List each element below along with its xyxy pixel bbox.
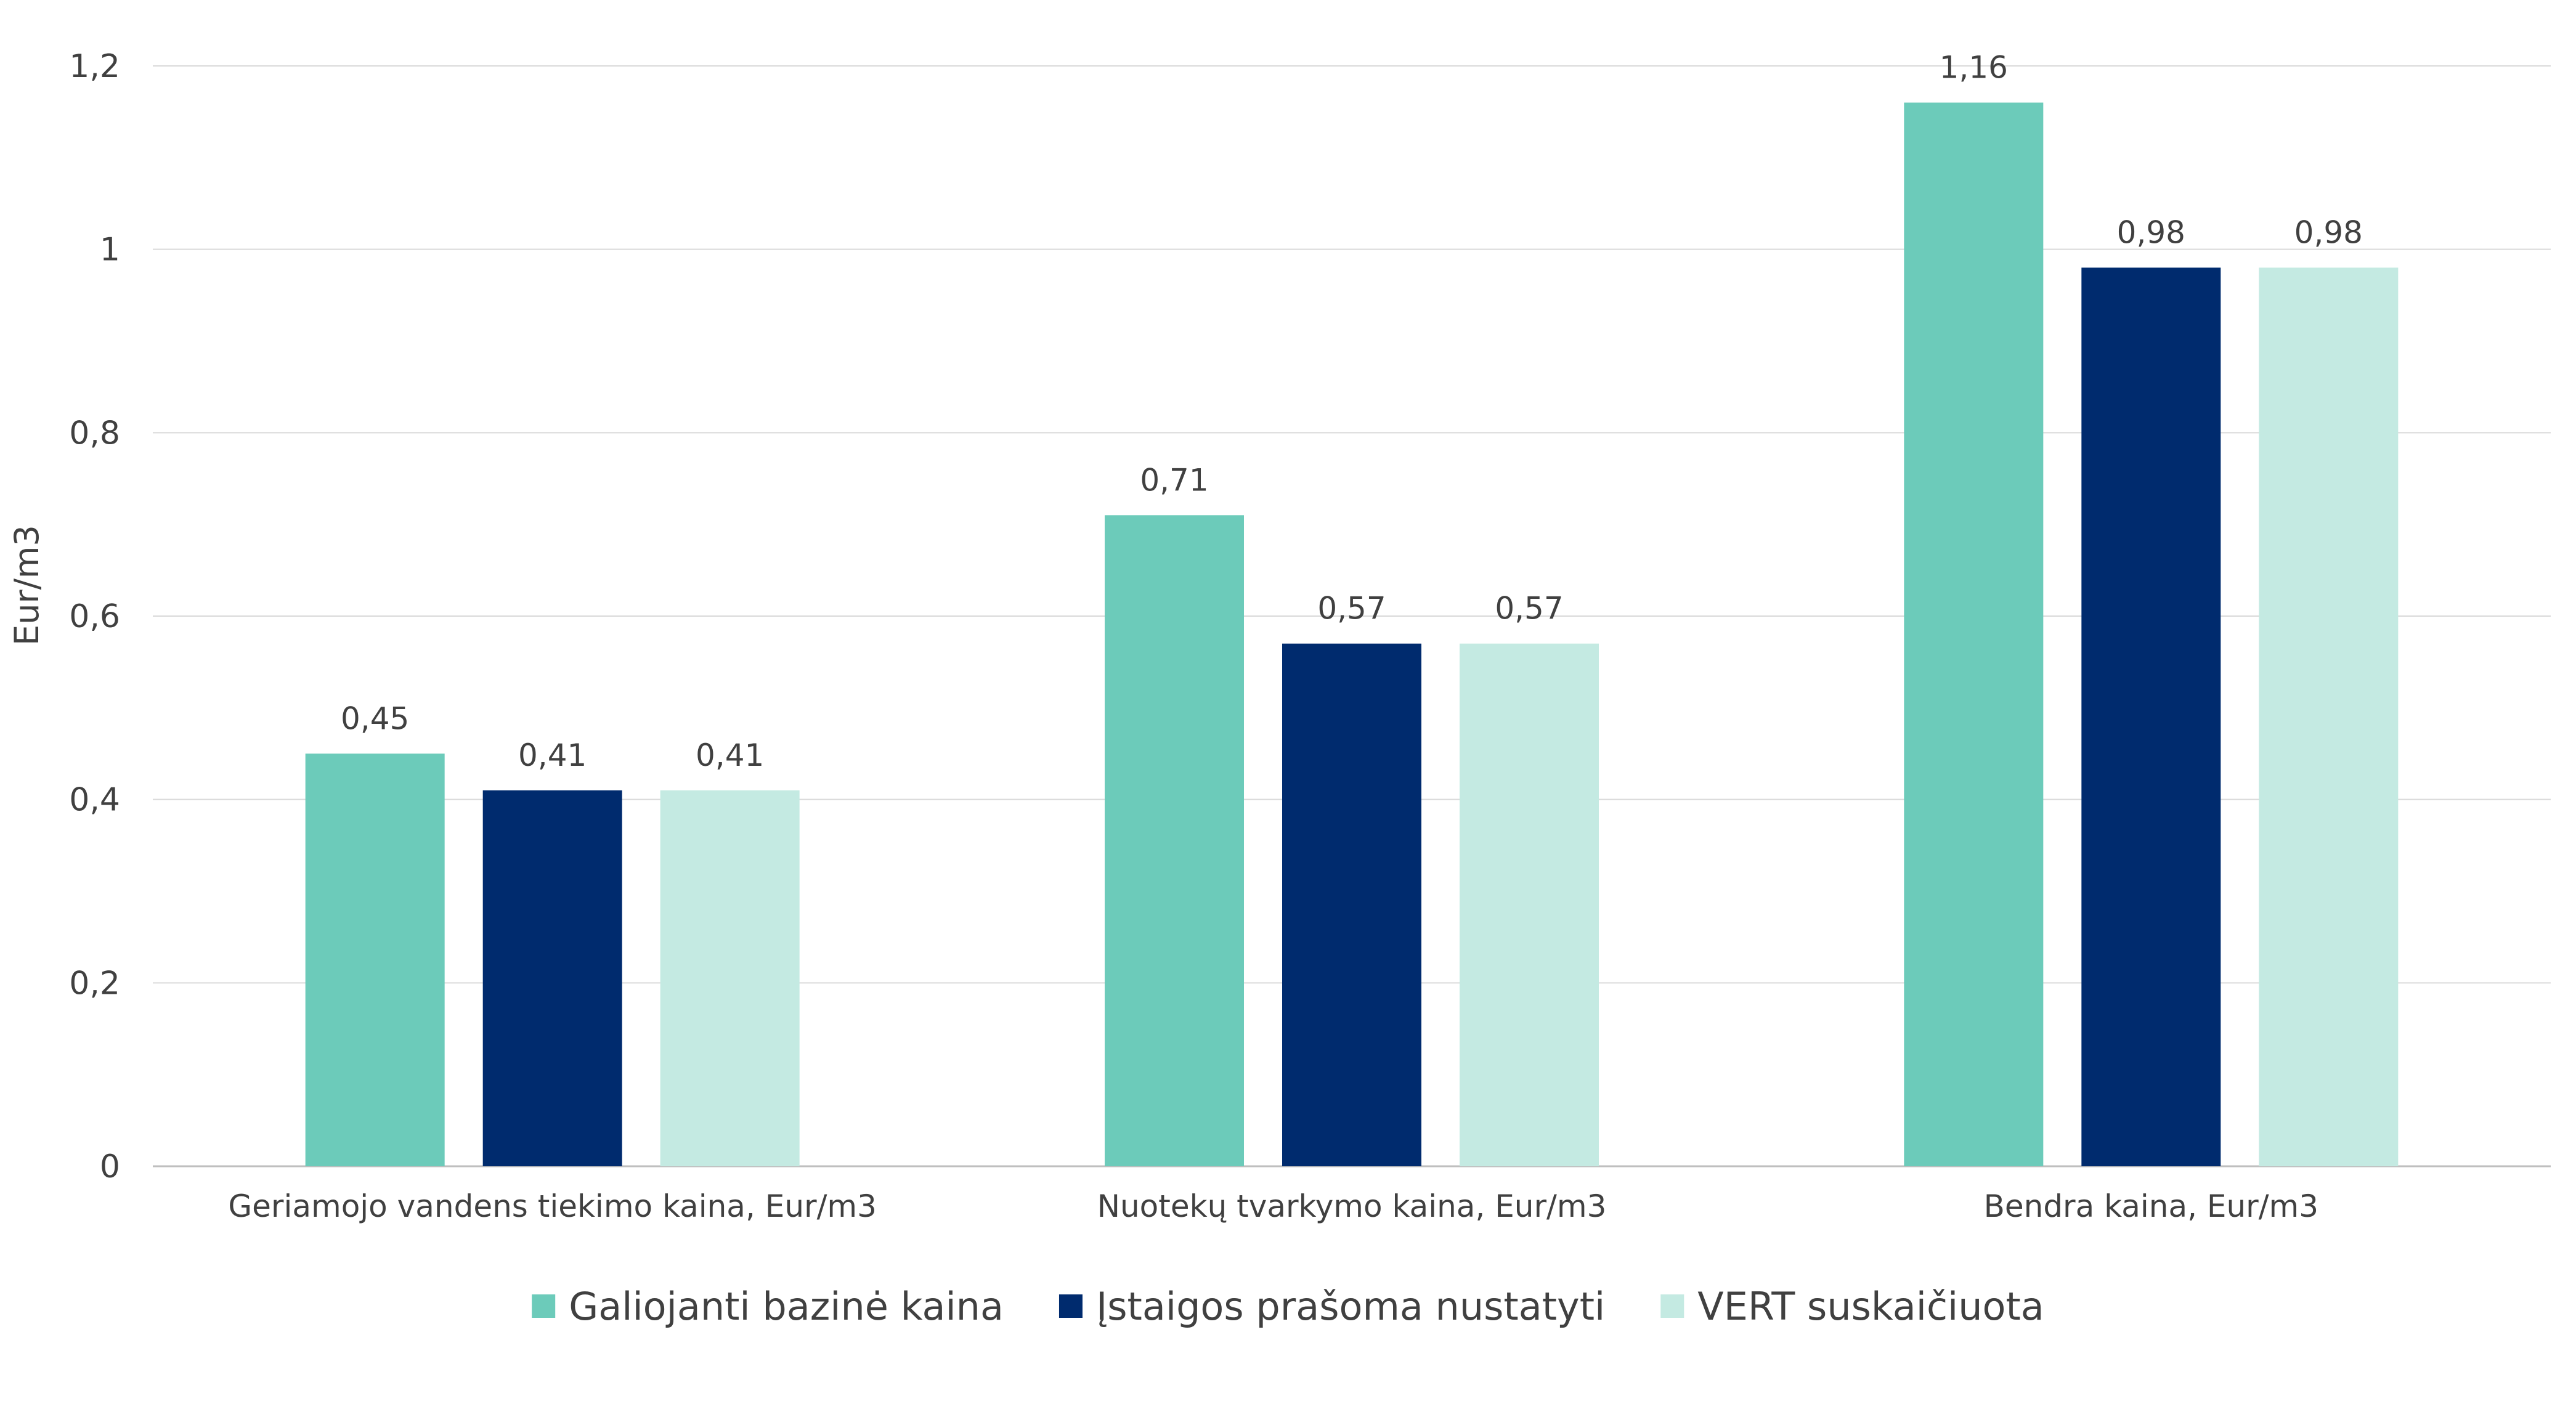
bar: [1105, 515, 1244, 1166]
x-tick-label: Geriamojo vandens tiekimo kaina, Eur/m3: [228, 1188, 877, 1224]
y-axis-label: Eur/m3: [7, 525, 46, 646]
bar: [660, 790, 800, 1166]
legend-swatch: [1058, 1294, 1083, 1318]
data-label: 0,98: [2294, 214, 2363, 250]
y-tick-label: 0,4: [69, 782, 120, 819]
y-tick-label: 0: [100, 1148, 120, 1185]
data-label: 0,41: [518, 737, 587, 773]
legend-label: Įstaigos prašoma nustatyti: [1096, 1284, 1605, 1329]
legend-swatch: [532, 1294, 556, 1318]
bar: [1460, 643, 1599, 1166]
data-label: 0,71: [1140, 462, 1208, 498]
bar: [1904, 102, 2044, 1167]
legend: Galiojanti bazinė kaina Įstaigos prašoma …: [532, 1284, 2044, 1329]
y-tick-label: 0,8: [69, 415, 120, 452]
data-label: 0,41: [696, 737, 764, 773]
data-label: 0,57: [1495, 591, 1563, 627]
y-tick-label: 0,6: [69, 598, 120, 635]
bar: [305, 753, 445, 1166]
data-labels: 0,45 0,41 0,41 0,71 0,57 0,57 1,16 0,98 0,98: [341, 50, 2363, 773]
bar: [2081, 267, 2221, 1166]
y-tick-label: 0,2: [69, 965, 120, 1002]
data-label: 1,16: [1940, 50, 2008, 86]
data-label: 0,98: [2117, 214, 2185, 250]
legend-label: Galiojanti bazinė kaina: [569, 1284, 1004, 1329]
y-axis-ticks: 0 0,2 0,4 0,6 0,8 1 1,2: [69, 48, 120, 1185]
bar: [1282, 643, 1421, 1166]
data-label: 0,57: [1317, 591, 1386, 627]
x-tick-label: Bendra kaina, Eur/m3: [1984, 1188, 2319, 1224]
x-axis-ticks: Geriamojo vandens tiekimo kaina, Eur/m3 N…: [228, 1188, 2318, 1224]
legend-label: VERT suskaičiuota: [1697, 1284, 2044, 1329]
data-label: 0,45: [341, 700, 409, 736]
bar: [482, 790, 622, 1166]
bars: [305, 102, 2399, 1167]
y-tick-label: 1,2: [69, 48, 120, 85]
legend-swatch: [1660, 1294, 1684, 1318]
y-tick-label: 1: [100, 232, 120, 269]
x-tick-label: Nuotekų tvarkymo kaina, Eur/m3: [1097, 1188, 1607, 1224]
bar: [2259, 267, 2399, 1166]
